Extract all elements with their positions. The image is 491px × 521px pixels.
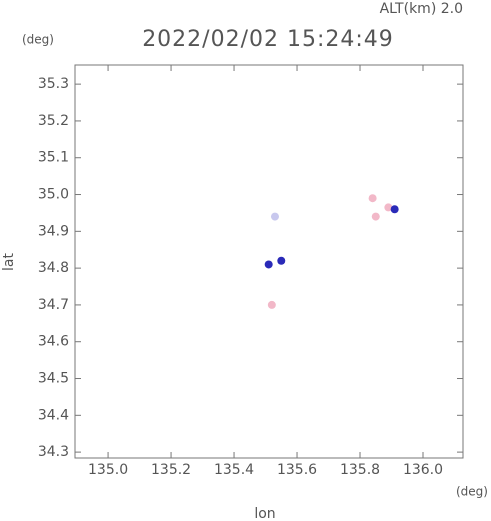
x-axis-label: lon — [254, 506, 275, 521]
altitude-label: ALT(km) 2.0 — [380, 1, 463, 17]
y-tick-label: 34.6 — [38, 334, 69, 350]
y-axis-label: lat — [1, 253, 17, 271]
echo-point — [390, 205, 399, 214]
chart-title: 2022/02/02 15:24:49 — [142, 27, 394, 52]
x-tick-label: 135.6 — [277, 462, 317, 478]
echo-point — [277, 256, 286, 265]
y-tick-label: 34.8 — [38, 260, 69, 276]
echo-point — [384, 203, 393, 212]
echo-point — [264, 260, 273, 269]
y-tick-label: 34.3 — [38, 444, 69, 460]
y-tick-label: 34.4 — [38, 407, 69, 423]
y-tick-label: 35.1 — [38, 150, 69, 166]
y-tick-label: 35.3 — [38, 76, 69, 92]
echo-point — [270, 212, 279, 221]
y-tick-label: 35.2 — [38, 113, 69, 129]
y-tick-label: 34.7 — [38, 297, 69, 313]
x-tick-label: 135.4 — [214, 462, 254, 478]
y-tick-label: 34.5 — [38, 371, 69, 387]
y-tick-label: 34.9 — [38, 223, 69, 239]
y-unit: (deg) — [22, 33, 54, 47]
plot-frame — [74, 64, 464, 459]
x-tick-label: 135.8 — [340, 462, 380, 478]
echo-point — [368, 194, 377, 203]
echo-point — [267, 300, 276, 309]
echo-point — [371, 212, 380, 221]
x-tick-label: 135.0 — [88, 462, 128, 478]
x-unit: (deg) — [456, 485, 488, 499]
x-tick-label: 135.2 — [151, 462, 191, 478]
y-tick-label: 35.0 — [38, 187, 69, 203]
x-tick-label: 136.0 — [403, 462, 443, 478]
